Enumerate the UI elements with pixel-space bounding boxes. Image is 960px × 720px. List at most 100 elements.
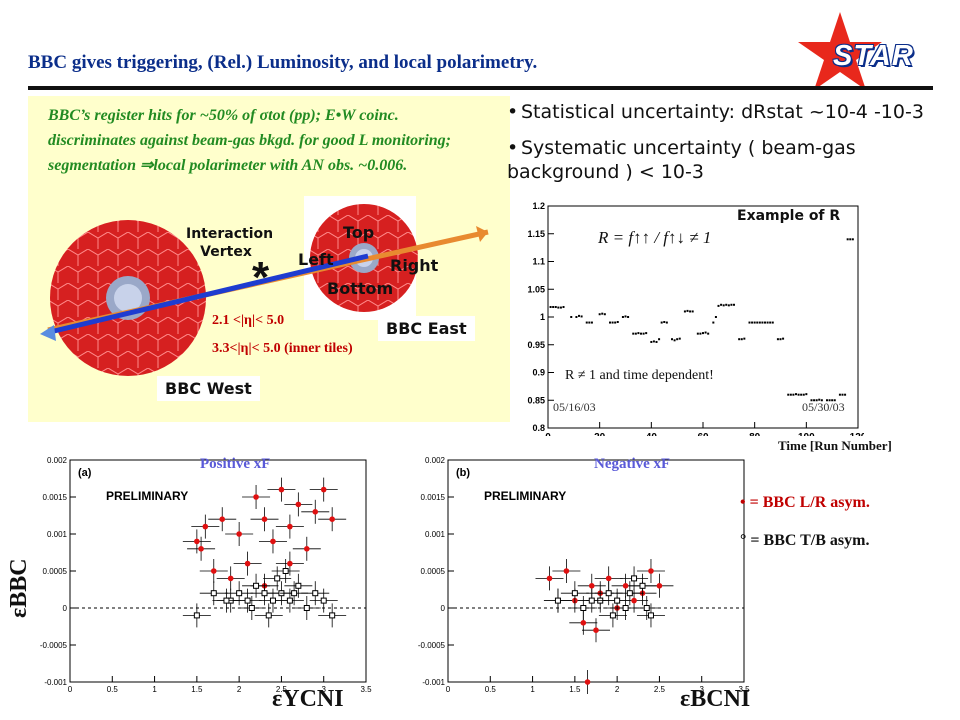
lr-asym-point bbox=[219, 516, 226, 522]
asym-chart-positive: 0 0.5 1 1.5 2 2.5 3 3.5 -0.001 -0.0005 0 0.0005 0.00… bbox=[40, 456, 372, 694]
eta-inner-label: 3.3<|η|< 5.0 (inner tiles) bbox=[212, 341, 353, 356]
data-point bbox=[652, 340, 655, 343]
x-tick-label: 3.5 bbox=[738, 685, 750, 694]
data-point bbox=[714, 316, 717, 318]
data-point bbox=[727, 304, 730, 307]
data-point bbox=[549, 306, 552, 309]
data-point bbox=[810, 399, 813, 402]
x-tick-label: 2.5 bbox=[276, 685, 288, 694]
data-point bbox=[609, 321, 611, 324]
data-point bbox=[725, 303, 728, 306]
star-logo-icon bbox=[798, 12, 882, 90]
data-point bbox=[841, 393, 844, 396]
eta-outer-label: 2.1 <|η|< 5.0 bbox=[212, 313, 285, 328]
data-point bbox=[815, 399, 818, 402]
tb-asym-point bbox=[303, 605, 310, 611]
tb-asym-point bbox=[269, 597, 276, 604]
tb-asym-point bbox=[193, 612, 200, 619]
data-point bbox=[769, 321, 772, 324]
bullet-list: • Statistical uncertainty: dRstat ~10-4 -… bbox=[507, 100, 947, 196]
data-point bbox=[580, 315, 583, 318]
y-tick-label: 0.0015 bbox=[43, 493, 68, 502]
top-label: Top bbox=[343, 223, 375, 242]
right-label: Right bbox=[390, 256, 439, 275]
data-point bbox=[792, 393, 795, 396]
data-point bbox=[782, 337, 785, 340]
y-tick-label: 0 bbox=[63, 604, 68, 613]
legend-lr: • = BBC L/R asym. bbox=[740, 494, 870, 511]
tb-asym-point bbox=[588, 597, 595, 604]
tb-asym-point bbox=[554, 597, 561, 604]
x-tick-label: 2.5 bbox=[654, 685, 666, 694]
x-tick-label: 20 bbox=[594, 432, 606, 436]
data-point bbox=[588, 321, 591, 324]
data-point bbox=[642, 332, 645, 335]
data-point bbox=[776, 338, 779, 341]
lr-asym-point bbox=[210, 568, 217, 574]
x-tick-label: 2 bbox=[615, 685, 620, 694]
data-point bbox=[704, 331, 707, 334]
lr-asym-point bbox=[244, 560, 251, 567]
data-point bbox=[665, 321, 668, 324]
data-point bbox=[851, 238, 854, 241]
data-point bbox=[826, 399, 828, 402]
ratio-chart: 0 20 40 60 80 100 120 0.8 0.85 0.9 0.95 1 1.05 1.1 1.1… bbox=[527, 201, 864, 436]
y-tick-label: -0.0005 bbox=[40, 641, 68, 650]
asym-xlabel-a: εYCNI bbox=[272, 686, 344, 712]
data-point bbox=[820, 399, 823, 402]
y-tick-label: 0.0015 bbox=[421, 493, 446, 502]
data-point bbox=[743, 337, 746, 340]
data-point bbox=[621, 316, 624, 318]
data-point bbox=[601, 312, 604, 315]
data-point bbox=[655, 340, 658, 343]
ratio-frame bbox=[547, 205, 859, 429]
tb-asym-point bbox=[614, 597, 621, 604]
lr-asym-point bbox=[580, 620, 587, 626]
tb-asym-point bbox=[282, 568, 289, 574]
y-tick-label: 0.0005 bbox=[421, 567, 446, 576]
y-tick-label: -0.001 bbox=[422, 678, 445, 687]
data-point bbox=[766, 321, 769, 324]
data-point bbox=[771, 321, 774, 324]
x-tick-label: 0.5 bbox=[485, 685, 497, 694]
data-point bbox=[833, 399, 836, 402]
data-point bbox=[645, 332, 648, 335]
data-point bbox=[753, 321, 756, 324]
data-point bbox=[730, 303, 733, 306]
data-point bbox=[764, 321, 766, 324]
y-tick-label: 0 bbox=[441, 604, 446, 613]
y-tick-label: 0.9 bbox=[532, 368, 545, 378]
data-point bbox=[787, 393, 790, 396]
data-point bbox=[632, 332, 635, 335]
y-tick-label: -0.0005 bbox=[418, 641, 446, 650]
lr-asym-point bbox=[270, 538, 276, 545]
data-point bbox=[758, 321, 761, 324]
bullet-systematic: • Systematic uncertainty ( beam-gas backg… bbox=[507, 137, 856, 183]
beam-blue bbox=[49, 253, 369, 335]
panel-label: (b) bbox=[456, 467, 470, 479]
asym-chart-negative: 0 0.5 1 1.5 2 2.5 3 3.5 -0.001 -0.0005 0 0.0005 0.00… bbox=[418, 456, 750, 694]
lr-asym-point bbox=[320, 486, 327, 493]
data-point bbox=[658, 338, 661, 341]
data-point bbox=[828, 399, 831, 402]
ratio-formula: R = f↑↑ / f↑↓ ≠ 1 bbox=[598, 228, 712, 247]
tb-asym-point bbox=[312, 590, 319, 597]
lr-asym-point bbox=[631, 597, 637, 604]
data-point bbox=[616, 320, 619, 323]
data-point bbox=[575, 316, 578, 318]
y-tick-label: 1.15 bbox=[527, 229, 545, 239]
x-tick-label: 1 bbox=[152, 685, 157, 694]
data-point bbox=[611, 321, 614, 324]
x-tick-label: 1.5 bbox=[191, 685, 203, 694]
y-tick-label: 0.95 bbox=[527, 340, 545, 350]
data-point bbox=[686, 309, 689, 312]
star-logo-text: STAR bbox=[833, 40, 914, 72]
data-point bbox=[720, 303, 723, 306]
lr-asym-point bbox=[656, 583, 663, 589]
data-point bbox=[691, 310, 694, 313]
negative-xf-title: Negative xF bbox=[594, 456, 671, 472]
data-point bbox=[707, 332, 710, 335]
lr-asym-point bbox=[329, 516, 335, 522]
data-point bbox=[673, 339, 676, 342]
data-point bbox=[733, 303, 735, 306]
